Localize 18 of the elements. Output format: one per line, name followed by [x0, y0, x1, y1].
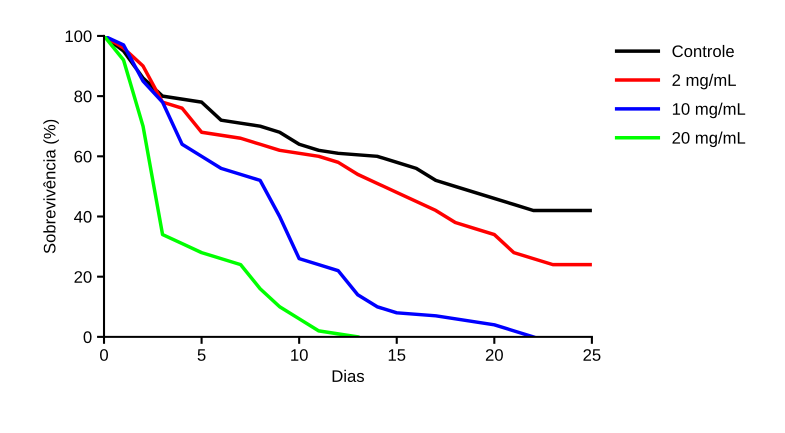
- legend-label: Controle: [672, 44, 734, 58]
- x-tick-label: 25: [583, 349, 600, 361]
- y-tick-label: 80: [74, 90, 92, 102]
- y-tick-label: 20: [74, 271, 92, 283]
- y-tick-label: 100: [66, 30, 92, 42]
- legend-label: 2 mg/mL: [672, 74, 736, 90]
- legend-label: 10 mg/mL: [672, 102, 746, 118]
- x-tick-label: 15: [388, 349, 406, 361]
- y-tick-label: 40: [74, 210, 92, 223]
- x-tick-label: 10: [291, 349, 308, 361]
- y-tick-label: 60: [74, 150, 92, 163]
- x-tick-label: 0: [100, 349, 108, 361]
- x-tick-label: 20: [486, 349, 503, 361]
- x-axis-title: Dias: [332, 370, 364, 382]
- y-axis-title: Sobrevivência (%): [43, 120, 59, 254]
- x-tick-label: 5: [198, 349, 206, 361]
- legend-label: 20 mg/mL: [672, 132, 746, 148]
- y-tick-label: 0: [84, 331, 92, 344]
